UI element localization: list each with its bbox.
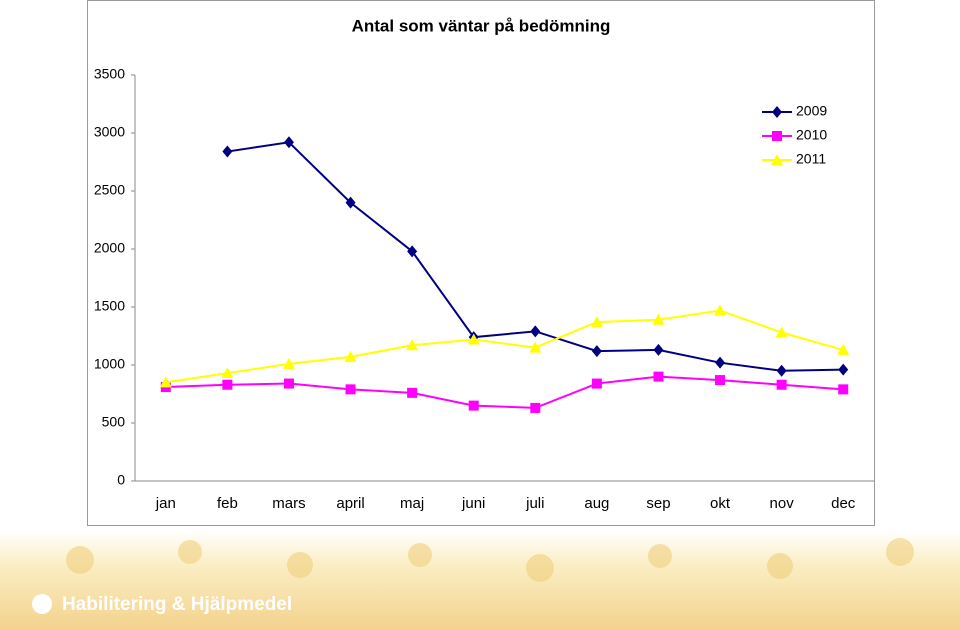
- footer-decoration: [66, 538, 914, 582]
- legend-label: 2009: [796, 103, 827, 119]
- x-tick-label: juli: [525, 495, 544, 512]
- y-tick-label: 0: [117, 472, 125, 488]
- legend-marker: [771, 154, 783, 165]
- y-tick-label: 2000: [94, 240, 125, 256]
- point: [715, 356, 726, 369]
- point: [838, 363, 849, 376]
- x-tick-label: jan: [155, 495, 176, 512]
- point: [652, 313, 665, 325]
- x-tick-label: maj: [400, 495, 424, 512]
- point: [590, 316, 603, 328]
- point: [159, 376, 172, 388]
- y-tick-label: 3000: [94, 124, 125, 140]
- point: [529, 341, 542, 353]
- point: [591, 378, 602, 389]
- chart-title: Antal som väntar på bedömning: [352, 16, 611, 35]
- point: [407, 387, 418, 398]
- point: [468, 400, 479, 411]
- x-tick-label: okt: [710, 495, 731, 512]
- x-tick-label: april: [336, 495, 364, 512]
- point: [282, 357, 295, 369]
- point: [653, 371, 664, 382]
- y-tick-label: 3500: [94, 66, 125, 82]
- plot-area: 0 500 1000 1500 2000 2500 3000 3500 jan feb mars ap…: [94, 66, 874, 512]
- footer-band: [0, 530, 960, 630]
- legend-label: 2010: [796, 127, 827, 143]
- point: [530, 325, 541, 338]
- logo-text: Habilitering & Hjälpmedel: [62, 594, 292, 615]
- point: [530, 402, 541, 413]
- point: [776, 379, 787, 390]
- point: [222, 379, 233, 390]
- point: [222, 145, 233, 158]
- point: [345, 196, 356, 209]
- point: [775, 326, 788, 338]
- point: [838, 384, 849, 395]
- point: [221, 367, 234, 379]
- point: [283, 378, 294, 389]
- point: [283, 136, 294, 149]
- x-tick-label: dec: [831, 495, 856, 512]
- legend-label: 2011: [796, 151, 826, 167]
- logo-icon: [32, 594, 52, 614]
- point: [407, 245, 418, 258]
- point: [406, 339, 419, 351]
- point: [344, 350, 357, 362]
- x-tick-label: aug: [584, 495, 609, 512]
- point: [653, 343, 664, 356]
- point: [714, 304, 727, 316]
- point: [345, 384, 356, 395]
- legend-marker: [772, 106, 782, 118]
- y-tick-label: 1000: [94, 356, 125, 372]
- series-line: [165, 375, 844, 409]
- series-line: [165, 309, 844, 384]
- x-tick-label: feb: [217, 495, 238, 512]
- point: [467, 333, 480, 345]
- point: [776, 364, 787, 377]
- y-tick-label: 500: [102, 414, 126, 430]
- chart-frame: [87, 0, 875, 526]
- y-tick-label: 1500: [94, 298, 125, 314]
- x-tick-label: sep: [646, 495, 670, 512]
- y-tick-label: 2500: [94, 182, 125, 198]
- point: [715, 375, 726, 386]
- x-tick-label: mars: [272, 495, 305, 512]
- x-tick-label: nov: [770, 495, 795, 512]
- point: [591, 345, 602, 358]
- point: [837, 343, 850, 355]
- legend-marker: [772, 131, 782, 141]
- x-tick-label: juni: [461, 495, 485, 512]
